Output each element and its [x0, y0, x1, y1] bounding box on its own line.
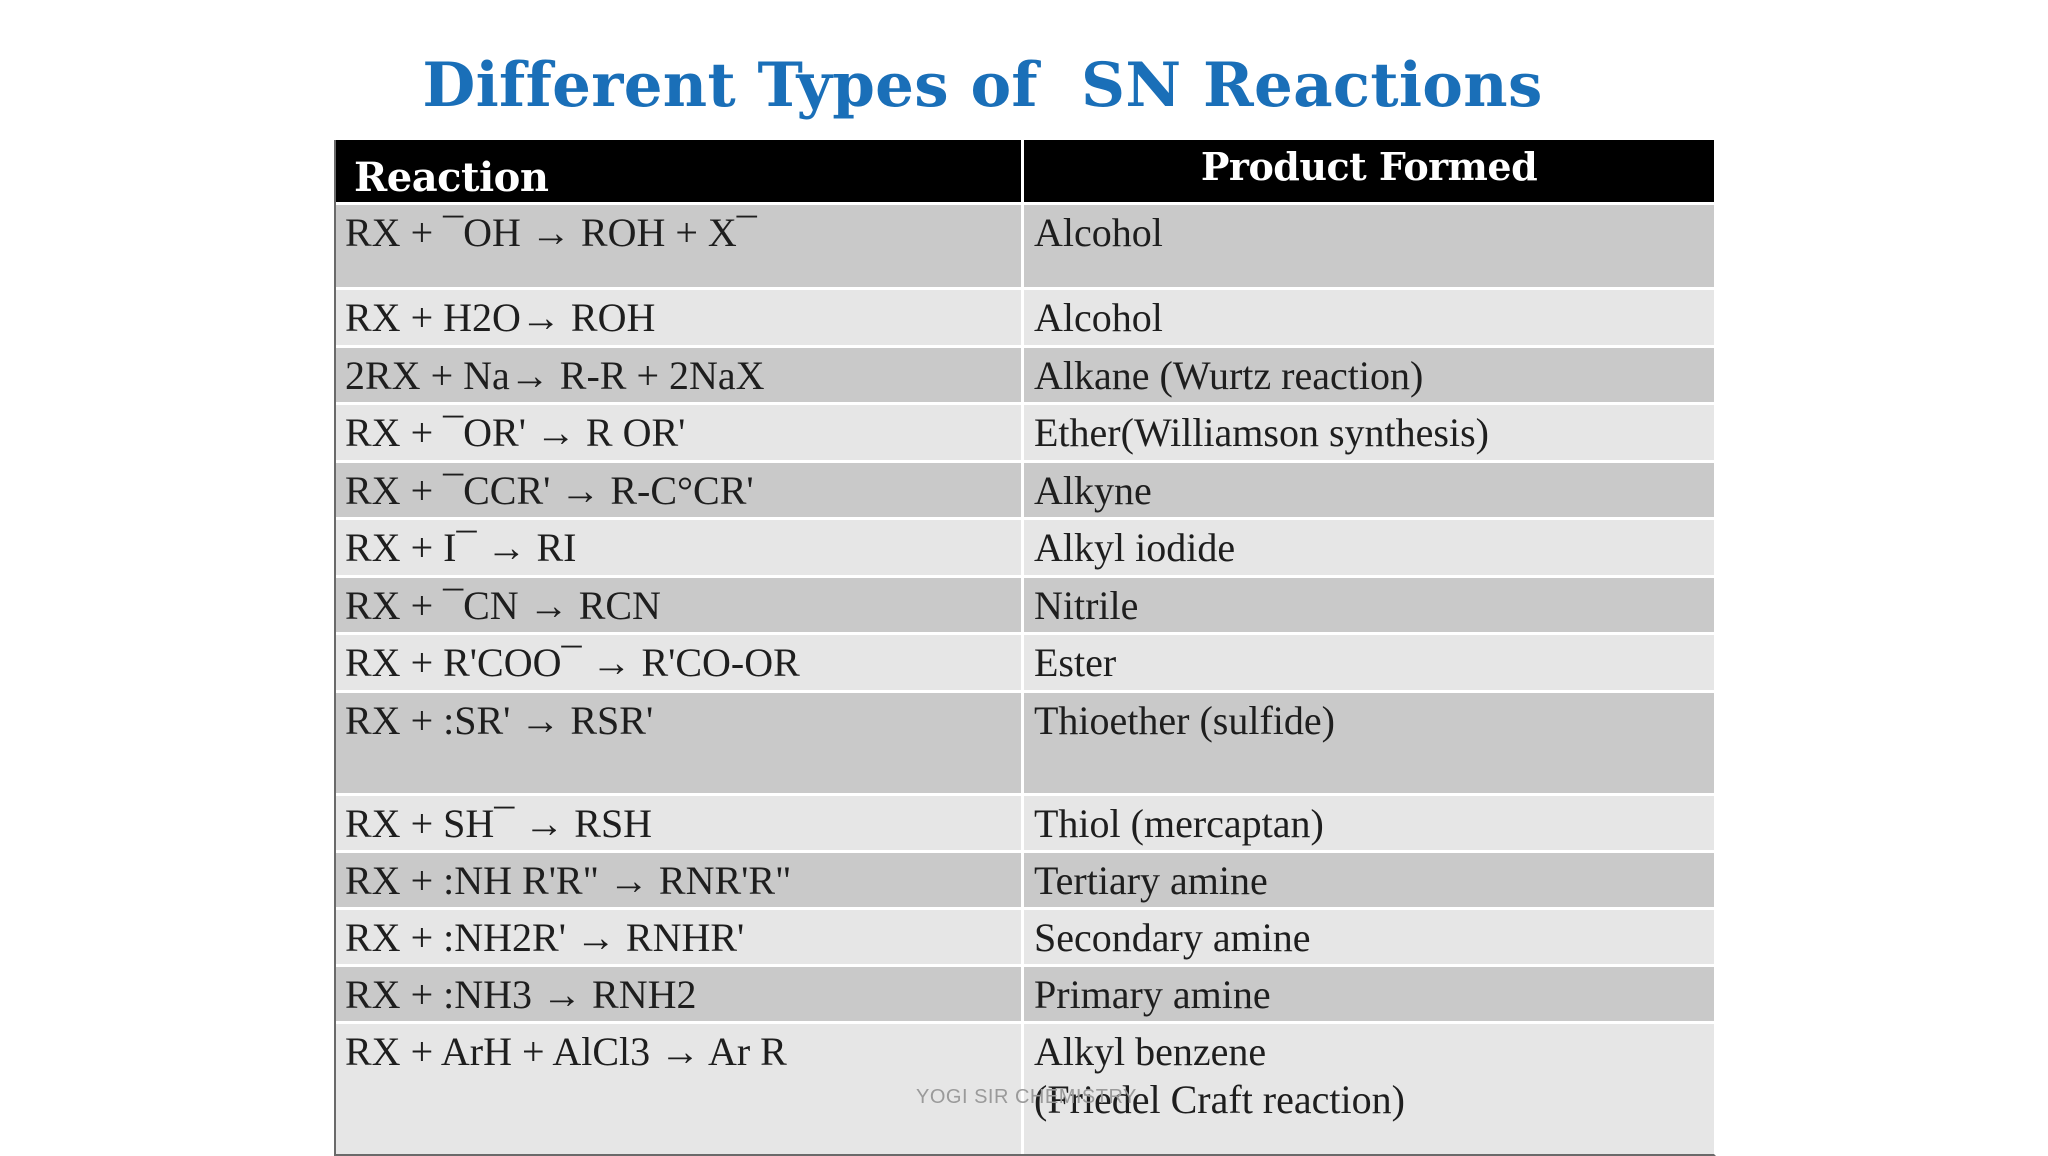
footer-watermark: YOGI SIR CHEMISTRY — [916, 1086, 1137, 1108]
product-cell: Alkyl benzene (Friedel Craft reaction) — [1034, 1029, 1405, 1122]
header-reaction: Reaction — [336, 140, 1024, 202]
product-cell: Ester — [1034, 640, 1117, 685]
reaction-cell: RX + :NH3 → RNH2 — [336, 967, 1024, 1021]
reaction-cell: RX + :NH2R' → RNHR' — [336, 910, 1024, 964]
table-row: RX + :NH2R' → RNHR' Secondary amine — [336, 907, 1714, 964]
product-cell: Ether(Williamson synthesis) — [1034, 410, 1489, 455]
table-row: RX + H2O→ ROH Alcohol — [336, 287, 1714, 345]
table-row: RX + I¯ → RI Alkyl iodide — [336, 517, 1714, 575]
header-product: Product Formed — [1200, 144, 1538, 189]
table-row: RX + R'COO¯ → R'CO-OR Ester — [336, 632, 1714, 690]
product-cell: Secondary amine — [1034, 915, 1311, 960]
product-cell: Alkyne — [1034, 468, 1152, 513]
reaction-cell: RX + SH¯ → RSH — [336, 796, 1024, 850]
product-cell: Alcohol — [1034, 295, 1163, 340]
reaction-cell: RX + :SR' → RSR' — [336, 693, 1024, 793]
table-row: RX + :SR' → RSR' Thioether (sulfide) — [336, 690, 1714, 793]
reaction-cell: RX + ArH + AlCl3 → Ar R — [336, 1024, 1024, 1154]
reaction-cell: RX + :NH R'R" → RNR'R" — [336, 853, 1024, 907]
table-row: RX + ¯OR' → R OR' Ether(Williamson synth… — [336, 402, 1714, 460]
table-row: RX + SH¯ → RSH Thiol (mercaptan) — [336, 793, 1714, 850]
table-header: Reaction Product Formed — [336, 140, 1714, 202]
product-cell: Alcohol — [1034, 210, 1163, 255]
reaction-cell: RX + ¯OH → ROH + X¯ — [336, 205, 1024, 287]
product-cell: Alkyl iodide — [1034, 525, 1236, 570]
product-cell: Nitrile — [1034, 583, 1139, 628]
product-cell: Thioether (sulfide) — [1034, 698, 1335, 743]
slide-title: Different Types of SN Reactions — [422, 50, 1543, 121]
table-row: RX + :NH3 → RNH2 Primary amine — [336, 964, 1714, 1021]
product-cell: Tertiary amine — [1034, 858, 1268, 903]
table-row: RX + ¯CN → RCN Nitrile — [336, 575, 1714, 632]
table-row: RX + :NH R'R" → RNR'R" Tertiary amine — [336, 850, 1714, 907]
reactions-table: Reaction Product Formed RX + ¯OH → ROH +… — [334, 140, 1716, 1156]
product-cell: Primary amine — [1034, 972, 1271, 1017]
reaction-cell: 2RX + Na→ R-R + 2NaX — [336, 348, 1024, 402]
table-row: RX + ¯OH → ROH + X¯ Alcohol — [336, 202, 1714, 287]
reaction-cell: RX + ¯CN → RCN — [336, 578, 1024, 632]
reaction-cell: RX + R'COO¯ → R'CO-OR — [336, 635, 1024, 690]
product-cell: Thiol (mercaptan) — [1034, 801, 1324, 846]
product-cell: Alkane (Wurtz reaction) — [1034, 353, 1424, 398]
reaction-cell: RX + ¯CCR' → R-C°CR' — [336, 463, 1024, 517]
table-row: RX + ¯CCR' → R-C°CR' Alkyne — [336, 460, 1714, 517]
table-row: RX + ArH + AlCl3 → Ar R Alkyl benzene (F… — [336, 1021, 1714, 1154]
reaction-cell: RX + ¯OR' → R OR' — [336, 405, 1024, 460]
reaction-cell: RX + I¯ → RI — [336, 520, 1024, 575]
table-row: 2RX + Na→ R-R + 2NaX Alkane (Wurtz react… — [336, 345, 1714, 402]
reaction-cell: RX + H2O→ ROH — [336, 290, 1024, 345]
